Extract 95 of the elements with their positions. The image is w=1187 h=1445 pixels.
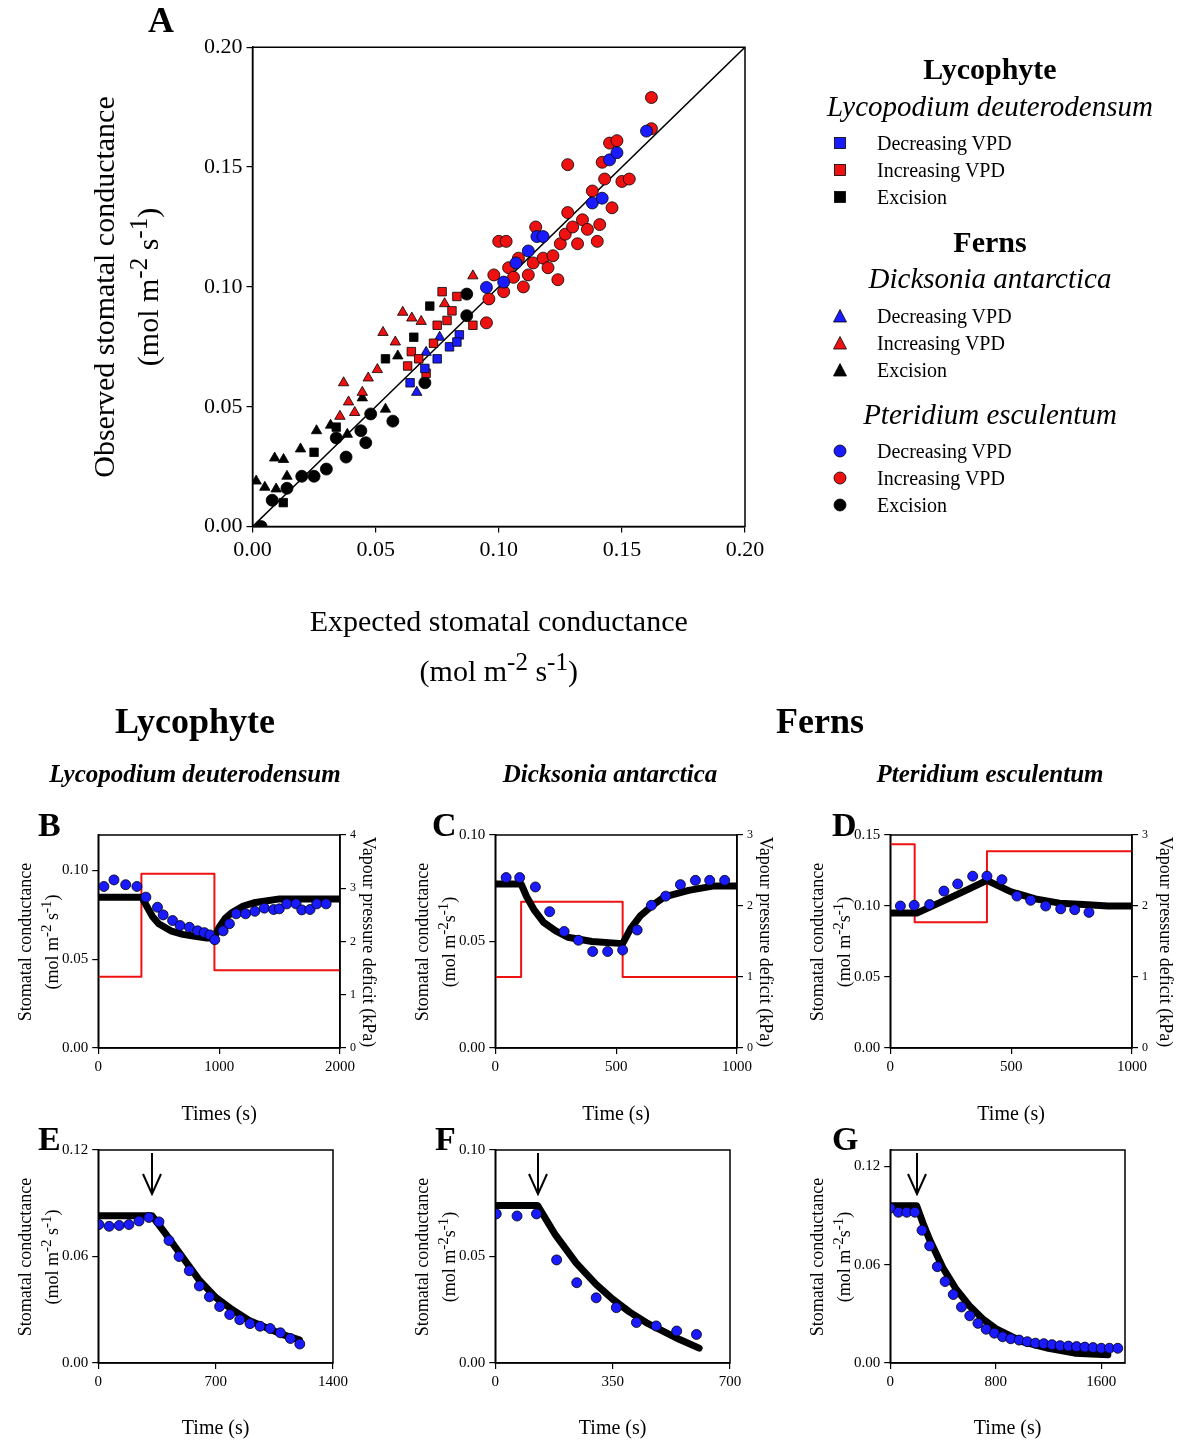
legend-label: Excision <box>877 358 947 382</box>
x-axis-title: Time (s) <box>581 1101 651 1127</box>
y2-axis-title: Vapour pressure deficit (kPa) <box>754 836 776 1047</box>
x-axis-title: Time (s) <box>577 1415 648 1441</box>
legend-label: Increasing VPD <box>877 331 1005 355</box>
x-tick-label: 0.20 <box>725 535 765 561</box>
y2-tick-label: 2 <box>350 933 356 948</box>
y-tick-label: 0.05 <box>459 1247 486 1264</box>
chart-title: Ferns <box>776 700 864 742</box>
x-tick-label: 500 <box>999 1057 1023 1074</box>
y2-tick-label: 1 <box>350 986 356 1001</box>
chart-subtitle: Lycopodium deuterodensum <box>49 760 341 788</box>
x-axis-title: Times (s) <box>180 1101 258 1127</box>
legend-label: Increasing VPD <box>877 466 1005 490</box>
y2-axis-title: Vapour pressure deficit (kPa) <box>357 836 379 1047</box>
y2-tick-label: 0 <box>747 1040 753 1055</box>
y-tick-label: 0.00 <box>854 1353 881 1370</box>
x-tick-label: 800 <box>984 1372 1008 1389</box>
y-tick-label: 0.12 <box>854 1157 881 1174</box>
text: E <box>38 1120 61 1157</box>
x-tick-label: 1000 <box>1117 1057 1147 1074</box>
y-tick-label: 0.12 <box>62 1140 89 1157</box>
y-tick-label: 0.00 <box>62 1353 89 1370</box>
y2-tick-label: 0 <box>350 1040 356 1055</box>
y2-tick-label: 2 <box>1142 898 1148 913</box>
x-tick-label: 700 <box>718 1372 742 1389</box>
legend-label: Increasing VPD <box>877 158 1005 182</box>
x-tick-label: 0 <box>94 1057 102 1074</box>
y-tick-label: 0.06 <box>62 1247 89 1264</box>
y2-tick-label: 4 <box>350 827 356 842</box>
text: G <box>832 1120 859 1157</box>
x-tick-label: 2000 <box>325 1057 355 1074</box>
x-tick-label: 500 <box>604 1057 628 1074</box>
text: Lycophyte <box>922 51 1058 87</box>
x-tick-label: 350 <box>601 1372 624 1389</box>
chart-title: Lycophyte <box>114 700 276 742</box>
x-tick-label: 0 <box>491 1057 499 1074</box>
legend-label: Excision <box>877 493 947 517</box>
y-tick-label: 0.00 <box>204 512 243 538</box>
chart-subtitle: Pteridium esculentum <box>876 760 1104 788</box>
chart-subtitle: Dicksonia antarctica <box>502 760 718 788</box>
text: A <box>148 0 174 40</box>
x-tick-label: 700 <box>204 1372 227 1389</box>
y-tick-label: 0.10 <box>459 825 486 842</box>
legend-label: Decreasing VPD <box>877 131 1012 155</box>
x-tick-label: 0.05 <box>356 535 395 561</box>
y-tick-label: 0.00 <box>459 1353 486 1370</box>
x-tick-label: 0.10 <box>479 535 518 561</box>
legend-label: Excision <box>877 185 947 209</box>
y-tick-label: 0.15 <box>204 152 243 178</box>
x-tick-label: 0 <box>886 1057 894 1074</box>
y2-tick-label: 3 <box>350 880 356 895</box>
x-tick-label: 0 <box>94 1372 102 1389</box>
y2-tick-label: 1 <box>747 969 753 984</box>
y-tick-label: 0.05 <box>204 392 243 418</box>
y-tick-label: 0.05 <box>459 932 486 949</box>
x-tick-label: 0 <box>886 1372 894 1389</box>
text: C <box>432 806 457 843</box>
x-tick-label: 1400 <box>318 1372 348 1389</box>
x-tick-label: 1000 <box>204 1057 235 1074</box>
y2-tick-label: 0 <box>1142 1040 1148 1055</box>
x-tick-label: 0.00 <box>233 535 272 561</box>
x-axis-title: Time (s) <box>180 1415 251 1441</box>
y2-tick-label: 2 <box>747 898 753 913</box>
x-tick-label: 1000 <box>722 1057 752 1074</box>
x-axis-title: Time (s) <box>972 1415 1043 1441</box>
text: B <box>38 806 61 843</box>
x-tick-label: 0 <box>491 1372 499 1389</box>
text: Dicksonia antarctica <box>867 261 1113 297</box>
y2-tick-label: 1 <box>1142 969 1148 984</box>
y2-tick-label: 3 <box>1142 827 1148 842</box>
x-tick-label: 0.15 <box>602 535 642 561</box>
y-tick-label: 0.15 <box>854 825 881 842</box>
y-tick-label: 0.20 <box>204 32 243 58</box>
y-tick-label: 0.10 <box>854 896 881 913</box>
y-tick-label: 0.10 <box>62 861 89 878</box>
text: Ferns <box>952 223 1028 260</box>
y-tick-label: 0.05 <box>62 950 89 967</box>
legend-label: Decreasing VPD <box>877 439 1012 463</box>
x-tick-label: 1600 <box>1086 1372 1117 1389</box>
y2-axis-title: Vapour pressure deficit (kPa) <box>1154 836 1176 1047</box>
text: Lycopodium deuterodensum <box>825 88 1154 124</box>
text: F <box>435 1120 456 1157</box>
y-tick-label: 0.06 <box>854 1255 881 1272</box>
x-axis-title: Time (s) <box>976 1101 1046 1127</box>
legend-label: Decreasing VPD <box>877 304 1012 328</box>
y-tick-label: 0.05 <box>854 967 881 984</box>
y-tick-label: 0.10 <box>204 272 243 298</box>
y-tick-label: 0.10 <box>459 1140 486 1157</box>
text: Pteridium esculentum <box>862 396 1118 432</box>
y2-tick-label: 3 <box>747 827 753 842</box>
y-tick-label: 0.00 <box>854 1038 881 1055</box>
y-tick-label: 0.00 <box>459 1038 486 1055</box>
x-axis-title: Expected stomatal conductance (mol m$^{-2}$ s$^{-1}$) <box>308 603 689 689</box>
y-tick-label: 0.00 <box>62 1038 89 1055</box>
